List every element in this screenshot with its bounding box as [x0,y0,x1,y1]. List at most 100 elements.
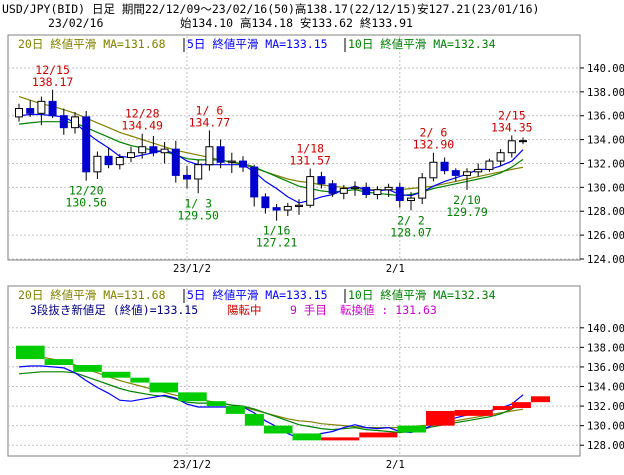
bottom-legend-ma5: 5日 終値平滑 MA=133.15 [187,288,328,302]
top-legend-ma5: 5日 終値平滑 MA=133.15 [187,37,328,51]
candle-down [149,146,158,154]
tlb-block-down [225,406,245,414]
tlb-block-down [149,382,179,393]
annotation-value: 127.21 [256,236,298,250]
candle-down [395,186,404,201]
bottom-y-tick-label: 130.00 [587,421,624,433]
candle-down [26,108,35,114]
top-y-tick-label: 134.00 [587,135,624,147]
tlb-block-up [426,410,455,426]
bottom-panel-frame [7,285,581,457]
ma10-line [18,121,524,197]
candle-down [171,148,180,176]
tlb-block-down [263,425,293,434]
candle-up [194,164,203,180]
bottom-y-tick-label: 138.00 [587,342,624,354]
top-y-tick-label: 126.00 [587,230,624,242]
candle-up [205,146,214,166]
top-x-tick-label: 23/1/2 [173,263,211,275]
bottom-x-axis: 23/1/2 2/1 [173,459,405,471]
top-y-tick-label: 128.00 [587,206,624,218]
candle-up [373,189,382,196]
tlb-info-state: 陽転中 [227,303,262,317]
annotation-date: 1/18 [296,142,324,156]
candle-down [317,176,326,185]
top-y-tick-label: 132.00 [587,158,624,170]
top-y-tick-label: 140.00 [587,63,624,75]
candle-up [496,152,505,162]
candle-down [250,166,259,198]
candle-up [519,140,527,143]
bottom-y-tick-label: 140.00 [587,323,624,335]
tlb-block-down [73,364,102,372]
candle-down [328,183,337,194]
candle-up [463,171,471,176]
candle-up [507,140,516,154]
bottom-legend-ma10: 10日 終値平滑 MA=132.34 [348,288,496,302]
annotation-value: 129.50 [177,208,219,222]
top-x-tick-label: 2/1 [386,263,405,275]
candle-up [138,146,147,154]
candle-down [239,160,247,168]
candle-up [474,168,483,173]
annotation-value: 132.90 [413,138,455,152]
tlb-block-down [292,433,322,441]
candle-up [15,108,23,118]
candle-down [48,100,57,117]
annotation-date: 1/16 [263,224,291,238]
candlesticks [15,89,527,221]
candle-up [384,186,393,191]
tlb-block-up [321,437,360,441]
candle-down [59,115,68,129]
ma5-line [18,113,524,204]
tlb-info-reversal: 転換値 : 131.63 [340,303,437,317]
header-period: USD/JPY(BID) 日足 期間22/12/09～23/02/16(50)高… [2,2,539,16]
candle-up [71,116,79,129]
annotation-date: 1/ 3 [184,196,212,210]
top-legend-ma10: 10日 終値平滑 MA=132.34 [348,37,496,51]
candle-up [283,205,292,211]
annotation-value: 129.79 [446,205,488,219]
bottom-x-tick-label: 23/1/2 [173,459,211,471]
top-y-tick-label: 130.00 [587,182,624,194]
candle-down [362,186,371,196]
tlb-block-down [101,371,131,378]
tlb-block-up [454,409,493,416]
top-moving-averages [18,96,524,204]
top-y-axis: 124.00 126.00 128.00 130.00 132.00 134.00 136.… [580,63,624,266]
candle-up [418,177,427,199]
candle-down [183,174,191,180]
candle-down [216,146,225,163]
annotation-date: 2/15 [498,108,526,122]
candle-up [306,176,315,206]
top-x-axis: 23/1/2 2/1 [173,263,405,275]
annotation-value: 138.17 [32,75,74,89]
header-ohlc: 始134.10 高134.18 安133.62 終133.91 [180,16,413,30]
tlb-block-down [206,401,226,407]
candle-up [160,148,169,154]
candle-up [37,100,46,114]
bottom-ma10-line [18,371,524,434]
bottom-y-axis: 128.00 130.00 132.00 134.00 136.00 138.00 140.… [580,323,624,452]
candle-down [272,207,281,211]
annotation-value: 130.56 [65,196,107,210]
tlb-block-down [244,413,264,426]
header-bar [0,0,624,32]
candle-up [115,157,124,166]
annotation-value: 131.57 [289,154,331,168]
candle-down [261,196,270,209]
candle-up [295,204,303,207]
candle-up [227,160,236,163]
tlb-block-down [44,359,74,365]
annotation-value: 134.77 [189,115,231,129]
candle-up [485,160,494,170]
candle-up [339,188,348,194]
top-y-tick-label: 136.00 [587,111,624,123]
candle-up [429,161,438,179]
bottom-y-tick-label: 132.00 [587,401,624,413]
annotation-date: 12/15 [35,63,70,77]
tlb-info-count: 9 手目 [290,303,327,317]
annotation-date: 1/ 6 [196,103,224,117]
